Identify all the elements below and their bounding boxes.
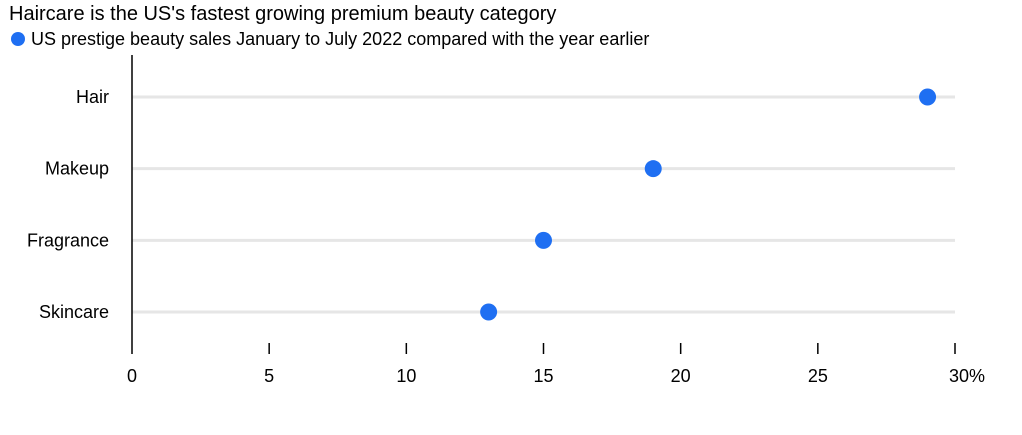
data-point xyxy=(535,231,552,249)
chart-title: Haircare is the US's fastest growing pre… xyxy=(9,3,557,25)
legend-swatch-icon xyxy=(11,32,25,46)
x-tick-label: 25 xyxy=(808,366,828,386)
x-tick-label: 10 xyxy=(396,366,416,386)
category-label: Makeup xyxy=(45,159,109,179)
x-tick-label: 15 xyxy=(533,366,553,386)
data-point xyxy=(480,303,498,321)
x-tick-label: 30% xyxy=(949,366,985,386)
x-tick-label: 5 xyxy=(264,366,274,386)
data-point xyxy=(644,160,662,178)
category-label: Fragrance xyxy=(27,230,109,250)
category-label: Hair xyxy=(76,87,109,107)
x-tick-label: 20 xyxy=(671,366,691,386)
data-point xyxy=(919,88,937,106)
x-tick-label: 0 xyxy=(127,366,137,386)
legend: US prestige beauty sales January to July… xyxy=(11,28,649,50)
legend-label: US prestige beauty sales January to July… xyxy=(31,29,650,49)
category-label: Skincare xyxy=(39,302,109,322)
